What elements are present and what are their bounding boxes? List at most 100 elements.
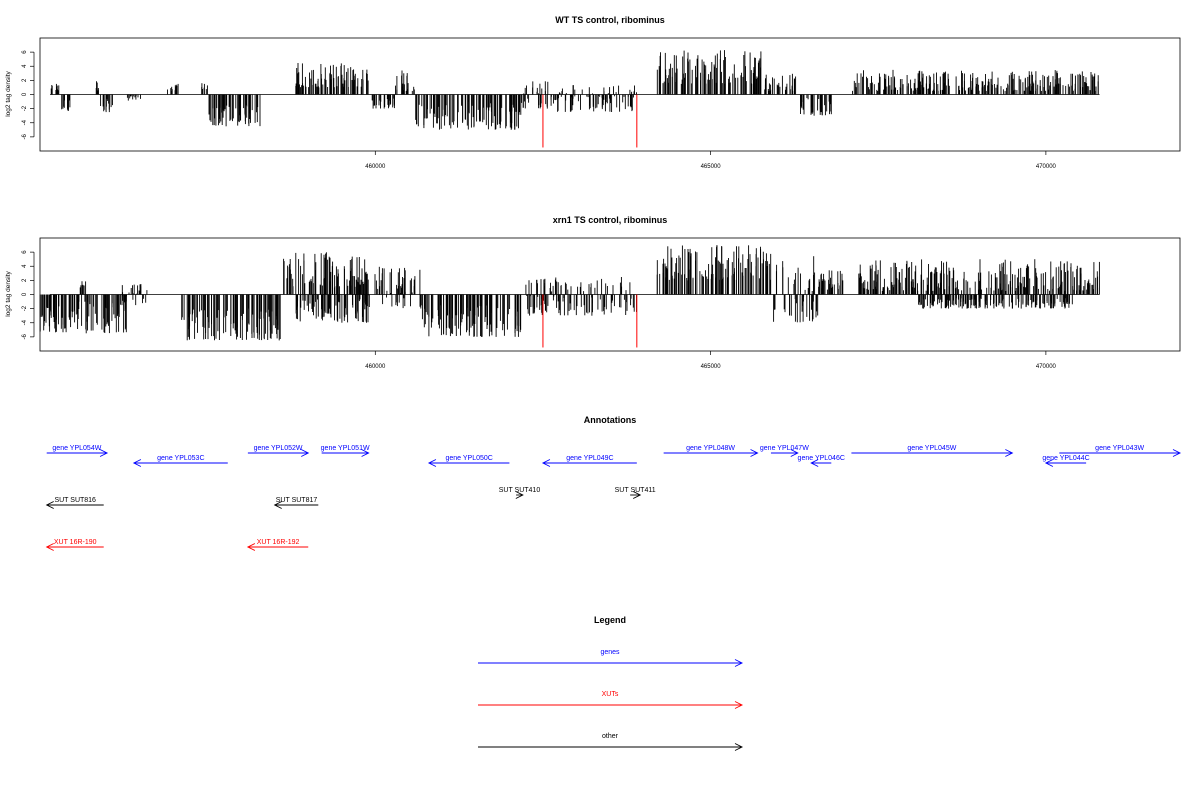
annotation-gene: gene YPL043W <box>1059 445 1182 457</box>
annotation-label: XUT 16R-192 <box>257 539 300 546</box>
xrn1-track-panel: xrn1 TS control, ribominus log2 tag dens… <box>5 215 1181 370</box>
legend-label: genes <box>600 649 620 656</box>
annotation-gene: gene YPL046C <box>798 455 845 467</box>
annotation-gene: gene YPL054W <box>46 445 109 457</box>
x-axis: 460000 465000 470000 <box>365 351 1057 370</box>
y-tick-label: -4 <box>22 119 28 125</box>
legend-item-gene: genes <box>478 649 744 667</box>
annotation-gene: gene YPL053C <box>132 455 228 467</box>
x-tick-label: 465000 <box>701 364 722 370</box>
y-tick-label: -2 <box>22 105 28 111</box>
annotation-arrow-head <box>301 449 310 457</box>
bar-layer <box>50 50 1100 130</box>
annotation-label: SUT SUT411 <box>615 487 656 494</box>
marker-layer <box>542 294 638 348</box>
y-tick-label: -6 <box>22 334 28 340</box>
annotation-gene: gene YPL044C <box>1042 455 1090 467</box>
annotation-other: SUT SUT410 <box>499 487 541 499</box>
annotation-arrow-head <box>45 501 54 509</box>
y-tick-label: -2 <box>22 305 28 311</box>
annotation-arrow-head <box>246 543 256 551</box>
x-tick-label: 460000 <box>365 364 386 370</box>
x-axis: 460000 465000 470000 <box>365 151 1057 170</box>
annotation-arrow-head <box>810 459 819 467</box>
annotation-label: SUT SUT410 <box>499 487 541 494</box>
legend-arrow-head <box>734 659 744 667</box>
y-axis-label: log2 tag density <box>5 270 12 316</box>
y-axis-label: log2 tag density <box>5 70 12 116</box>
legend-arrow-head <box>734 743 744 751</box>
annotation-label: gene YPL047W <box>760 445 809 452</box>
annotation-arrow-head <box>1005 449 1014 457</box>
y-axis: -6 -4 -2 0 2 4 6 <box>22 50 35 140</box>
y-tick-label: 4 <box>22 64 28 68</box>
annotations-title: Annotations <box>584 415 637 425</box>
y-axis: -6 -4 -2 0 2 4 6 <box>22 250 35 340</box>
legend-item-xut: XUTs <box>478 691 744 709</box>
y-tick-label: 2 <box>22 278 28 282</box>
panel-title: WT TS control, ribominus <box>555 15 665 25</box>
annotation-arrow-head <box>750 449 759 457</box>
annotation-label: gene YPL050C <box>445 455 492 462</box>
annotation-label: gene YPL046C <box>798 455 845 462</box>
annotation-label: SUT SUT816 <box>54 497 96 504</box>
annotation-gene: gene YPL051W <box>321 445 370 457</box>
marker-layer <box>542 94 638 148</box>
y-tick-label: 0 <box>22 292 28 296</box>
annotation-gene: gene YPL050C <box>427 455 510 467</box>
annotation-arrow-head <box>790 449 799 457</box>
annotation-arrow-head <box>1172 449 1182 457</box>
annotation-xut: XUT 16R-192 <box>246 539 309 551</box>
annotation-arrow-head <box>132 459 142 467</box>
plot-frame <box>39 37 1181 152</box>
annotation-label: gene YPL051W <box>321 445 370 452</box>
annotation-arrow-head <box>361 449 370 457</box>
annotation-label: SUT SUT817 <box>276 497 318 504</box>
annotation-arrow-head <box>632 491 642 499</box>
annotation-label: gene YPL053C <box>157 455 204 462</box>
legend-label: other <box>602 733 619 740</box>
x-tick-label: 460000 <box>365 164 386 170</box>
annotation-label: gene YPL044C <box>1042 455 1089 462</box>
annotation-arrow-head <box>45 543 54 551</box>
legend-arrow-head <box>734 701 744 709</box>
annotation-gene: gene YPL048W <box>663 445 759 457</box>
x-tick-label: 465000 <box>701 164 722 170</box>
annotation-arrow-head <box>541 459 551 467</box>
annotation-arrow-head <box>1044 459 1054 467</box>
y-tick-label: 4 <box>22 264 28 268</box>
legend: Legend genes XUTs other <box>478 615 744 751</box>
annotation-other: SUT SUT817 <box>273 497 319 509</box>
wt-track-panel: WT TS control, ribominus log2 tag densit… <box>5 15 1181 170</box>
y-tick-label: 6 <box>22 250 28 254</box>
annotation-arrow-head <box>273 501 282 509</box>
legend-item-other: other <box>478 733 744 751</box>
y-tick-label: -6 <box>22 134 28 140</box>
x-tick-label: 470000 <box>1036 164 1057 170</box>
panel-title: xrn1 TS control, ribominus <box>553 215 668 225</box>
annotation-label: gene YPL043W <box>1095 445 1144 452</box>
annotation-label: gene YPL052W <box>254 445 303 452</box>
annotation-other: SUT SUT411 <box>615 487 656 499</box>
legend-items: genes XUTs other <box>478 649 744 751</box>
annotation-arrow-head <box>515 491 524 499</box>
annotation-label: gene YPL054W <box>52 445 101 452</box>
annotation-gene: gene YPL047W <box>760 445 809 457</box>
legend-label: XUTs <box>602 691 619 698</box>
annotation-arrow-head <box>99 449 109 457</box>
annotation-label: gene YPL048W <box>686 445 735 452</box>
y-tick-label: 0 <box>22 92 28 96</box>
annotation-other: SUT SUT816 <box>45 497 104 509</box>
annotation-gene: gene YPL052W <box>247 445 310 457</box>
annotation-gene: gene YPL049C <box>541 455 637 467</box>
annotation-gene: gene YPL045W <box>851 445 1014 457</box>
y-tick-label: 6 <box>22 50 28 54</box>
legend-title: Legend <box>594 615 626 625</box>
y-tick-label: -4 <box>22 319 28 325</box>
annotation-label: XUT 16R-190 <box>54 539 97 546</box>
annotation-label: gene YPL049C <box>566 455 613 462</box>
annotation-arrow-head <box>427 459 437 467</box>
annotation-items: gene YPL054W gene YPL053C gene YPL052W gene… <box>45 445 1182 551</box>
